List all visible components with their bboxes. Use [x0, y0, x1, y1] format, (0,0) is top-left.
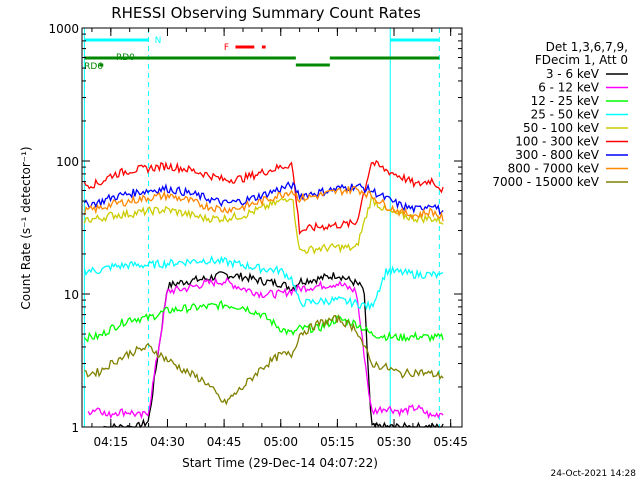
- series-line: [83, 299, 444, 343]
- x-axis-label: Start Time (29-Dec-14 04:07:22): [182, 456, 378, 470]
- x-tick-label: 05:45: [433, 435, 468, 449]
- flag-label: N: [155, 36, 162, 46]
- series-line: [83, 181, 444, 216]
- legend-entry-label: 100 - 300 keV: [515, 135, 599, 149]
- legend-entry-label: 12 - 25 keV: [531, 94, 600, 108]
- legend-entry-label: 300 - 800 keV: [515, 148, 599, 162]
- x-tick-label: 04:30: [150, 435, 185, 449]
- legend-header: FDecim 1, Att 0: [535, 53, 628, 67]
- y-axis-label: Count Rate (s⁻¹ detector⁻¹): [19, 146, 33, 309]
- axes: 1 10 100 1000 04:15 04:30 04:45 05:00 05:15 05:30…: [48, 22, 468, 449]
- legend-entry-label: 6 - 12 keV: [538, 81, 600, 95]
- x-tick-label: 04:15: [94, 435, 129, 449]
- series-line: [83, 254, 444, 311]
- series-line: [83, 194, 444, 255]
- chart-title: RHESSI Observing Summary Count Rates: [111, 4, 421, 22]
- legend-entry-label: 50 - 100 keV: [523, 121, 600, 135]
- x-tick-label: 04:45: [207, 435, 242, 449]
- y-tick-label: 1000: [48, 22, 79, 36]
- series-line: [84, 313, 444, 406]
- x-tick-label: 05:15: [320, 435, 355, 449]
- y-tick-label: 10: [64, 288, 79, 302]
- legend-entry-label: 800 - 7000 keV: [508, 162, 600, 176]
- series-line: [87, 276, 444, 420]
- flag-label: F: [224, 43, 229, 53]
- y-tick-label: 100: [56, 155, 79, 169]
- legend-entry-label: 25 - 50 keV: [531, 108, 600, 122]
- legend-entry-label: 3 - 6 keV: [546, 67, 600, 81]
- y-tick-label: 1: [71, 421, 79, 435]
- series-line: [83, 185, 444, 222]
- flag-label: RD6: [84, 62, 103, 72]
- legend-header: Det 1,3,6,7,9,: [546, 40, 628, 54]
- legend-entry-label: 7000 - 15000 keV: [492, 175, 599, 189]
- plot-frame: [81, 27, 463, 428]
- x-tick-label: 05:00: [263, 435, 298, 449]
- footer-date: 24-Oct-2021 14:28: [551, 469, 637, 479]
- legend: Det 1,3,6,7,9,FDecim 1, Att 03 - 6 keV6 …: [492, 40, 628, 189]
- flag-label: RD0: [116, 53, 135, 63]
- series-line: [83, 159, 444, 236]
- plot-area: N RD0 RD6 F: [83, 28, 444, 429]
- x-tick-label: 05:30: [377, 435, 412, 449]
